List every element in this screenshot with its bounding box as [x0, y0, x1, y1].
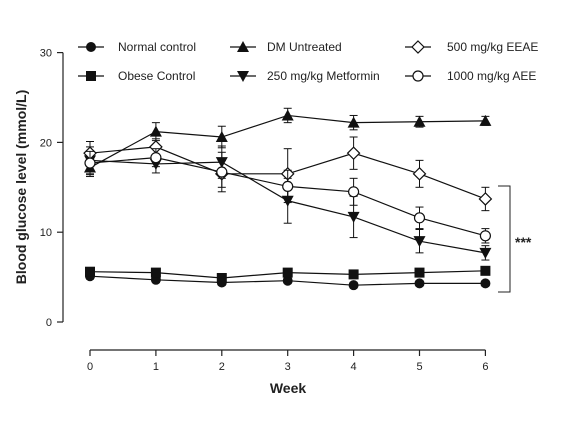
legend: Normal control Obese Control DM Untreate…	[78, 40, 538, 83]
data-point	[346, 146, 361, 161]
data-point	[480, 265, 491, 276]
legend-item-aee: 1000 mg/kg AEE	[405, 69, 536, 83]
data-point	[150, 267, 161, 278]
data-point	[478, 192, 493, 206]
x-tick-label: 1	[153, 361, 159, 373]
data-point	[412, 166, 427, 181]
data-point	[480, 278, 491, 289]
data-point	[413, 115, 426, 127]
x-tick-label: 6	[482, 361, 488, 373]
data-point	[85, 266, 95, 277]
legend-item-metformin: 250 mg/kg Metformin	[230, 69, 380, 83]
axes: 0 10 20 30 0 1 2 3 4 5 6	[40, 48, 489, 373]
data-point	[479, 114, 492, 126]
y-tick-label: 0	[46, 317, 52, 329]
x-tick-label: 0	[87, 361, 93, 373]
x-tick-label: 5	[416, 361, 422, 373]
legend-label-dm-untreated: DM Untreated	[267, 40, 342, 54]
legend-label-aee: 1000 mg/kg AEE	[447, 69, 536, 83]
significance-bracket	[498, 185, 511, 293]
x-tick-label: 2	[219, 361, 225, 373]
data-point	[215, 131, 228, 143]
y-tick-label: 30	[40, 48, 52, 60]
legend-label-metformin: 250 mg/kg Metformin	[267, 69, 380, 83]
data-point	[84, 157, 96, 169]
data-point	[414, 267, 425, 278]
series-layer	[83, 107, 493, 291]
data-point	[413, 236, 426, 248]
data-point	[414, 278, 425, 289]
legend-marker-normal-control	[86, 42, 96, 52]
legend-marker-aee	[412, 70, 424, 82]
data-point	[282, 267, 293, 278]
legend-label-obese-control: Obese Control	[118, 69, 195, 83]
data-point	[149, 125, 162, 137]
legend-marker-obese-control	[86, 71, 96, 81]
legend-marker-eeae	[411, 40, 425, 54]
x-axis-title: Week	[270, 380, 307, 396]
series-dm-untreated	[84, 107, 492, 178]
data-point	[413, 212, 426, 224]
legend-marker-metformin	[237, 71, 249, 82]
y-tick-label: 20	[40, 137, 52, 149]
significance-label: ***	[515, 234, 532, 250]
data-point	[347, 116, 360, 128]
series-1000-mg-kg-aee	[84, 148, 491, 244]
data-point	[216, 272, 227, 283]
data-point	[216, 166, 228, 178]
data-point	[347, 211, 360, 223]
y-axis-title: Blood glucose level (mmol/L)	[13, 90, 29, 284]
series-obese-control	[85, 265, 491, 283]
legend-item-dm-untreated: DM Untreated	[230, 40, 342, 54]
legend-label-eeae: 500 mg/kg EEAE	[447, 40, 538, 54]
data-point	[281, 109, 294, 121]
data-point	[282, 180, 294, 193]
data-point	[479, 247, 492, 259]
legend-item-eeae: 500 mg/kg EEAE	[405, 40, 538, 54]
legend-item-normal-control: Normal control	[78, 40, 196, 54]
data-point	[348, 269, 359, 280]
data-point	[282, 275, 293, 286]
annotation-layer: ***	[498, 185, 532, 293]
y-tick-label: 10	[40, 227, 52, 239]
data-point	[348, 186, 360, 198]
data-point	[479, 230, 491, 242]
x-tick-label: 3	[285, 361, 291, 373]
legend-marker-dm-untreated	[237, 41, 249, 52]
data-point	[348, 280, 359, 291]
legend-item-obese-control: Obese Control	[78, 69, 195, 83]
x-tick-label: 4	[351, 361, 357, 373]
data-point	[150, 152, 162, 164]
legend-label-normal-control: Normal control	[118, 40, 196, 54]
